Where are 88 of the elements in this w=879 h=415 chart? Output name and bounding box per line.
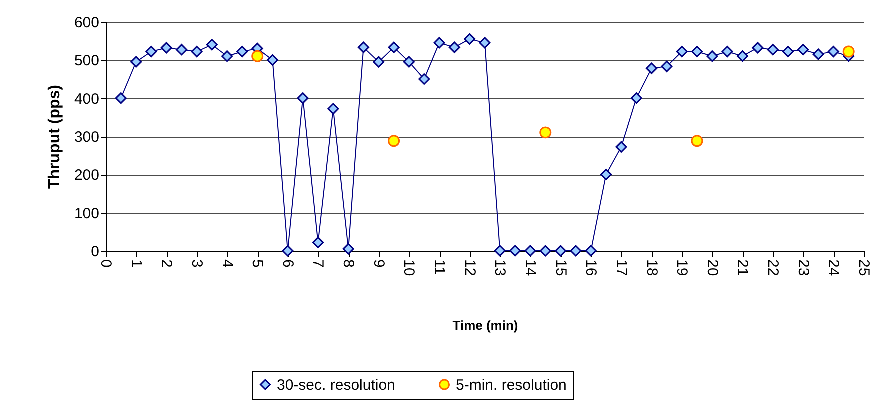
- point: [540, 126, 552, 139]
- point: [812, 48, 824, 60]
- point: [328, 103, 340, 115]
- x-tick-label: 1: [128, 260, 145, 268]
- x-axis-title: Time (min): [452, 318, 518, 334]
- point: [206, 39, 218, 51]
- y-tick-label: 200: [74, 167, 100, 184]
- x-tick-label: 20: [704, 260, 721, 276]
- x-tick-label: 22: [764, 260, 782, 276]
- x-tick-label: 9: [370, 260, 388, 268]
- point: [222, 50, 234, 62]
- x-tick-label: 7: [310, 260, 327, 268]
- point: [510, 245, 522, 257]
- point: [540, 245, 552, 257]
- x-tick-label: 11: [431, 260, 448, 276]
- point: [676, 46, 688, 58]
- x-tick-label: 13: [492, 260, 509, 276]
- y-tick-label: 400: [74, 90, 100, 108]
- point: [312, 236, 324, 248]
- point: [570, 245, 582, 257]
- x-tick-label: 25: [856, 260, 872, 276]
- y-axis-title: Thruput (pps): [46, 85, 64, 189]
- x-tick-label: 19: [674, 260, 691, 276]
- x-tick-label: 14: [522, 260, 539, 276]
- point: [585, 245, 597, 257]
- point: [297, 92, 309, 104]
- y-tick-label: 500: [74, 52, 100, 70]
- point: [736, 50, 748, 62]
- point: [630, 92, 642, 104]
- point: [661, 60, 673, 72]
- point: [646, 62, 658, 74]
- point: [524, 245, 536, 257]
- point: [555, 245, 567, 257]
- x-tick-label: 21: [734, 260, 752, 276]
- point: [388, 42, 400, 54]
- point: [191, 46, 203, 58]
- point: [782, 46, 794, 58]
- x-tick-label: 0: [98, 260, 114, 268]
- point: [115, 92, 127, 104]
- point: [358, 42, 370, 54]
- point: [267, 54, 279, 66]
- legend-label: 5-min. resolution: [456, 376, 567, 394]
- point: [600, 168, 612, 180]
- point: [373, 56, 385, 68]
- point: [464, 33, 476, 45]
- point: [722, 46, 734, 58]
- point: [434, 37, 446, 49]
- y-tick-label: 300: [74, 129, 100, 146]
- point: [706, 50, 718, 62]
- x-tick-label: 18: [643, 260, 660, 276]
- point: [252, 50, 264, 62]
- point: [448, 42, 460, 54]
- point: [691, 135, 704, 148]
- x-tick-label: 23: [794, 260, 812, 276]
- point: [418, 74, 430, 85]
- y-tick-label: 100: [74, 205, 100, 222]
- point: [160, 42, 172, 54]
- point: [828, 46, 840, 58]
- x-tick-label: 17: [612, 260, 630, 276]
- x-tick-label: 12: [461, 260, 478, 276]
- point: [236, 46, 248, 58]
- legend-label: 30-sec. resolution: [277, 376, 396, 394]
- x-tick-label: 15: [552, 260, 570, 276]
- point: [616, 141, 628, 153]
- x-tick-label: 24: [825, 260, 842, 276]
- x-tick-label: 4: [218, 260, 236, 268]
- point: [752, 42, 764, 54]
- point: [403, 56, 415, 68]
- y-tick-label: 600: [74, 14, 100, 32]
- point: [691, 46, 703, 58]
- point: [388, 135, 400, 148]
- point: [842, 46, 855, 58]
- x-tick-label: 5: [249, 260, 266, 268]
- point: [342, 243, 354, 255]
- point: [176, 44, 188, 56]
- x-tick-label: 6: [279, 260, 296, 268]
- point: [146, 46, 158, 58]
- x-tick-label: 3: [188, 260, 206, 268]
- point: [479, 37, 491, 49]
- point: [282, 245, 294, 257]
- point: [130, 56, 142, 68]
- x-tick-label: 2: [158, 260, 176, 268]
- x-tick-label: 10: [400, 260, 418, 276]
- point: [494, 245, 506, 257]
- x-tick-label: 16: [582, 260, 600, 276]
- point: [767, 44, 779, 56]
- point: [798, 44, 810, 56]
- x-tick-label: 8: [340, 260, 358, 268]
